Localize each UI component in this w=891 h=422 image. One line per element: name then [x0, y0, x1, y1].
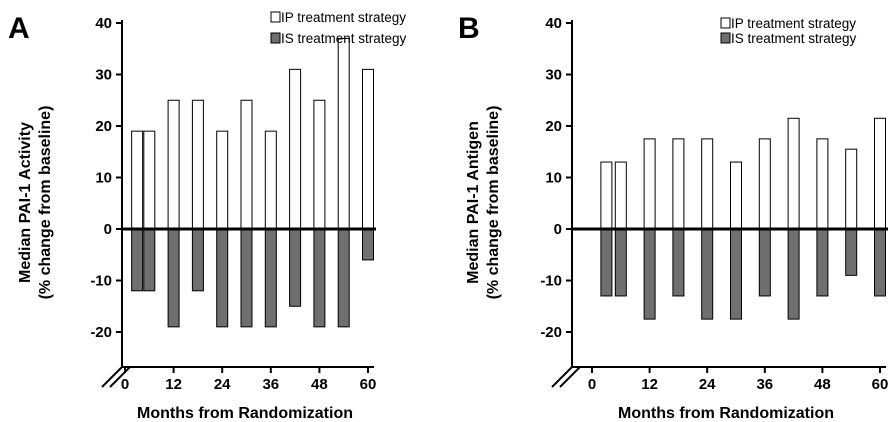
axis-break-mark [101, 366, 123, 388]
ip-bar [701, 138, 714, 230]
y-axis-title: Median PAI-1 Antigen [465, 121, 482, 284]
y-tick-label: 30 [545, 67, 562, 84]
ip-bar [672, 138, 685, 230]
ip-bar [845, 148, 858, 230]
is-bar [701, 228, 714, 320]
legend-label-ip: IP treatment strategy [731, 16, 856, 31]
is-bar [167, 228, 180, 328]
ip-bar [313, 99, 326, 230]
is-bar [874, 228, 886, 297]
y-tick-label: 20 [95, 118, 112, 135]
ip-bar [240, 99, 253, 230]
x-tick-label: 48 [311, 376, 328, 393]
is-bar [216, 228, 229, 328]
x-tick-label: 12 [641, 376, 658, 393]
ip-bar [600, 161, 613, 230]
is-bar [264, 228, 277, 328]
y-tick-label: -20 [540, 324, 562, 341]
is-bar [143, 228, 156, 292]
y-tick-label: 30 [95, 67, 112, 84]
x-tick-label: 48 [814, 376, 831, 393]
y-tick-label: 0 [104, 221, 112, 238]
is-bar [643, 228, 656, 320]
x-tick-label: 60 [872, 376, 889, 393]
legend-swatch-is [720, 32, 731, 44]
ip-bar [216, 130, 229, 230]
ip-bar [264, 130, 277, 230]
y-axis-subtitle: (% change from baseline) [37, 106, 54, 300]
is-bar [289, 228, 302, 307]
is-bar [337, 228, 350, 328]
y-tick-label: 40 [95, 15, 112, 32]
x-tick-label: 12 [165, 376, 182, 393]
x-tick-label: 36 [262, 376, 279, 393]
ip-bar [167, 99, 180, 230]
x-tick-label: 24 [699, 376, 716, 393]
axis-break-mark [559, 366, 581, 388]
y-tick-label: 20 [545, 118, 562, 135]
x-tick-label: 36 [756, 376, 773, 393]
is-bar [362, 228, 374, 261]
ip-bar [874, 117, 886, 230]
legend-label-is: IS treatment strategy [731, 31, 857, 46]
legend-swatch-ip [720, 17, 731, 29]
legend-swatch-is [270, 32, 281, 44]
is-bar [600, 228, 613, 297]
y-tick-label: -10 [540, 273, 562, 290]
ip-bar [816, 138, 829, 230]
panel-label: A [8, 12, 30, 45]
axis-break-mark [551, 366, 573, 388]
ip-bar [337, 37, 350, 230]
is-bar [191, 228, 204, 292]
panel-label: B [458, 12, 480, 45]
is-bar [845, 228, 858, 276]
y-axis-title: Median PAI-1 Activity [17, 122, 34, 283]
ip-bar [191, 99, 204, 230]
is-bar [614, 228, 627, 297]
is-bar [787, 228, 800, 320]
ip-bar [730, 161, 742, 230]
ip-bar [787, 117, 800, 230]
y-tick-label: -20 [90, 324, 112, 341]
x-tick-label: 60 [360, 376, 377, 393]
y-tick-label: -10 [90, 273, 112, 290]
is-bar [730, 228, 742, 320]
y-axis-subtitle: (% change from baseline) [485, 106, 502, 300]
ip-bar [362, 68, 374, 230]
ip-bar [643, 138, 656, 230]
legend-swatch-ip [270, 11, 281, 23]
chart-panel-b: B Median PAI-1 Antigen (% change from base… [458, 12, 888, 422]
ip-bar [614, 161, 627, 230]
ip-bar [289, 68, 302, 230]
x-axis-title: Months from Randomization [137, 405, 353, 422]
is-bar [240, 228, 253, 328]
legend-label-ip: IP treatment strategy [281, 10, 406, 25]
chart-panel-a: A Median PAI-1 Activity (% change from bas… [8, 10, 407, 422]
is-bar [758, 228, 771, 297]
is-bar [313, 228, 326, 328]
y-tick-label: 10 [95, 170, 112, 187]
x-tick-label: 0 [588, 376, 596, 393]
y-tick-label: 40 [545, 15, 562, 32]
legend-label-is: IS treatment strategy [281, 31, 407, 46]
axis-break-mark [109, 366, 131, 388]
y-tick-label: 0 [554, 221, 562, 238]
is-bar [131, 228, 144, 292]
is-bar [672, 228, 685, 297]
x-tick-label: 0 [121, 376, 129, 393]
y-tick-label: 10 [545, 170, 562, 187]
x-tick-label: 24 [214, 376, 231, 393]
ip-bar [131, 130, 144, 230]
ip-bar [758, 138, 771, 230]
is-bar [816, 228, 829, 297]
ip-bar [143, 130, 156, 230]
x-axis-title: Months from Randomization [618, 405, 834, 422]
